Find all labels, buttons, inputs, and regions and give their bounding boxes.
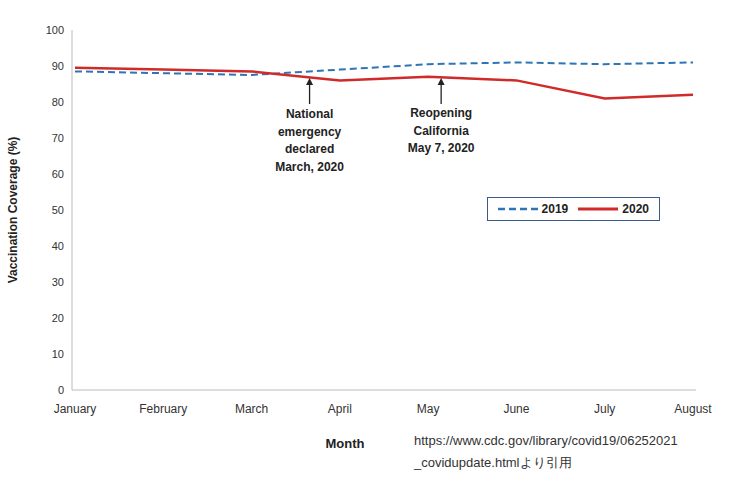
html-text:2020: 2020 (622, 202, 649, 216)
svg-text:May: May (417, 402, 440, 416)
svg-text:80: 80 (52, 96, 64, 108)
svg-text:March, 2020: March, 2020 (275, 160, 344, 174)
svg-text:0: 0 (58, 384, 64, 396)
svg-text:August: August (674, 402, 712, 416)
svg-text:Reopening: Reopening (410, 106, 472, 120)
svg-text:40: 40 (52, 240, 64, 252)
svg-text:70: 70 (52, 132, 64, 144)
svg-text:June: June (503, 402, 529, 416)
svg-text:January: January (54, 402, 97, 416)
svg-text:April: April (328, 402, 352, 416)
svg-text:July: July (594, 402, 615, 416)
svg-text:National: National (286, 107, 333, 121)
svg-text:100: 100 (46, 24, 64, 36)
svg-text:March: March (235, 402, 268, 416)
svg-text:50: 50 (52, 204, 64, 216)
html-text:https://www.cdc.gov/library/co: https://www.cdc.gov/library/covid19/0625… (414, 433, 678, 448)
svg-text:30: 30 (52, 276, 64, 288)
svg-text:90: 90 (52, 60, 64, 72)
svg-text:60: 60 (52, 168, 64, 180)
html-text:Month: Month (325, 436, 365, 451)
html-text:2019: 2019 (541, 202, 569, 216)
html-text:_covidupdate.htmlより引用: _covidupdate.htmlより引用 (414, 455, 572, 470)
svg-text:May 7, 2020: May 7, 2020 (408, 141, 475, 155)
svg-text:10: 10 (52, 348, 64, 360)
svg-text:20: 20 (52, 312, 64, 324)
svg-text:emergency: emergency (278, 125, 342, 139)
svg-text:California: California (413, 124, 469, 138)
svg-text:Vaccination Coverage (%): Vaccination Coverage (%) (8, 137, 20, 284)
svg-text:February: February (139, 402, 187, 416)
svg-text:declared: declared (285, 142, 334, 156)
